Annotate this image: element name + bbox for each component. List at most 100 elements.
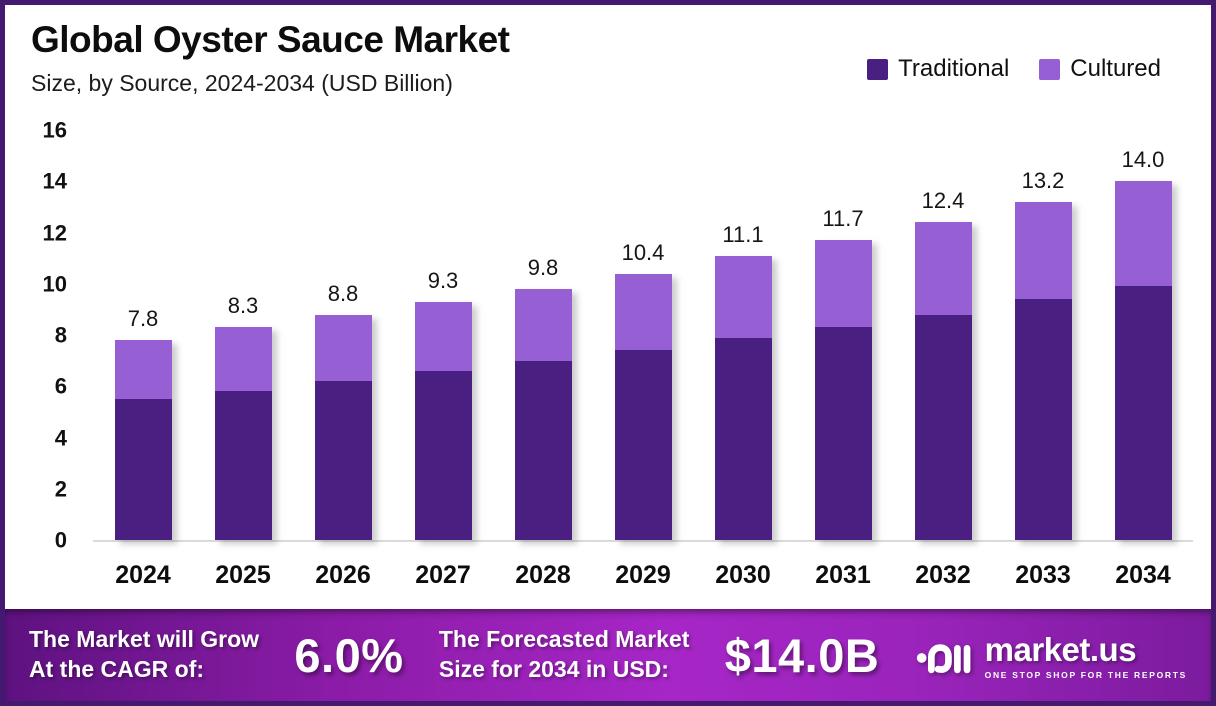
chart-legend: Traditional Cultured — [867, 55, 1161, 83]
forecast-label-line1: The Forecasted Market — [438, 626, 690, 653]
bar-segment-traditional — [214, 391, 272, 540]
market-us-logo: market.us ONE STOP SHOP FOR THE REPORTS — [915, 631, 1187, 680]
bar-total-label: 11.1 — [722, 221, 764, 247]
stacked-bar — [914, 222, 972, 540]
bar-total-label: 13.2 — [1021, 167, 1065, 193]
bar-segment-traditional — [1114, 286, 1172, 540]
x-tick-label: 2025 — [215, 561, 271, 589]
bar-group: 8.3 — [193, 132, 293, 540]
bar-segment-traditional — [414, 370, 472, 540]
legend-label: Cultured — [1070, 55, 1161, 82]
bar-group: 13.2 — [993, 132, 1093, 540]
bar-segment-cultured — [714, 255, 772, 338]
traditional-swatch-icon — [867, 58, 889, 80]
legend-label: Traditional — [898, 55, 1010, 82]
bar-total-label: 8.8 — [327, 280, 359, 306]
y-tick-label: 0 — [54, 527, 67, 553]
x-tick-label: 2033 — [1015, 561, 1071, 589]
y-tick-label: 8 — [54, 322, 67, 348]
x-tick-label: 2024 — [115, 561, 171, 589]
y-tick-label: 4 — [54, 425, 67, 451]
bar-segment-traditional — [814, 327, 872, 540]
logo-tagline: ONE STOP SHOP FOR THE REPORTS — [984, 669, 1187, 680]
bar-group: 14.0 — [1093, 132, 1193, 540]
stacked-bar — [414, 301, 472, 540]
bar-group: 10.4 — [593, 132, 693, 540]
bar-total-label: 9.8 — [527, 254, 559, 280]
bar-total-label: 10.4 — [621, 239, 665, 265]
bar-total-label: 8.3 — [227, 293, 259, 319]
bar-group: 12.4 — [893, 132, 993, 540]
stacked-bar — [114, 340, 172, 540]
bar-total-label: 14.0 — [1121, 147, 1165, 173]
forecast-value: $14.0B — [724, 628, 880, 682]
x-tick-label: 2034 — [1115, 561, 1171, 589]
bottom-banner: The Market will Grow At the CAGR of: 6.0… — [5, 609, 1211, 701]
bar-segment-traditional — [614, 350, 672, 540]
bar-segment-cultured — [114, 340, 172, 400]
stacked-bar — [1114, 181, 1172, 540]
x-tick-label: 2027 — [415, 561, 471, 589]
cagr-label-line2: At the CAGR of: — [29, 656, 205, 682]
chart-subtitle: Size, by Source, 2024-2034 (USD Billion) — [31, 70, 453, 96]
y-tick-label: 16 — [42, 117, 67, 143]
x-axis: 2024 2025 2026 2027 2028 2029 2030 2031 2032 2033… — [93, 561, 1193, 590]
logo-text-block: market.us ONE STOP SHOP FOR THE REPORTS — [985, 631, 1187, 680]
bar-segment-cultured — [514, 288, 572, 361]
bar-segment-traditional — [1014, 299, 1072, 540]
stacked-bar — [214, 327, 272, 540]
bar-group: 7.8 — [93, 132, 193, 540]
forecast-label: The Forecasted Market Size for 2034 in U… — [439, 625, 690, 685]
bar-segment-cultured — [314, 314, 372, 382]
cultured-swatch-icon — [1039, 58, 1061, 80]
bar-segment-traditional — [914, 314, 972, 540]
y-tick-label: 6 — [54, 373, 67, 399]
y-axis: 0 2 4 6 8 10 12 14 16 — [5, 118, 85, 553]
bar-group: 9.3 — [393, 132, 493, 540]
bar-total-label: 7.8 — [127, 306, 159, 332]
stacked-bar — [614, 273, 672, 540]
y-tick-label: 12 — [42, 220, 67, 246]
legend-item-cultured: Cultured — [1039, 55, 1161, 83]
market-us-logo-icon — [916, 644, 971, 674]
bars-container: 7.8 8.3 8.8 9.3 9.8 10.4 11.1 11.7 12.4 13.2 14.0 — [93, 132, 1193, 540]
bar-segment-traditional — [514, 360, 572, 540]
bar-group: 11.1 — [693, 132, 793, 540]
stacked-bar — [514, 288, 572, 540]
stacked-bar — [314, 314, 372, 540]
bar-total-label: 11.7 — [822, 206, 864, 232]
bar-segment-cultured — [914, 222, 972, 315]
stacked-bar — [1014, 201, 1072, 540]
x-tick-label: 2030 — [715, 561, 771, 589]
cagr-label: The Market will Grow At the CAGR of: — [29, 625, 259, 685]
bar-group: 11.7 — [793, 132, 893, 540]
stacked-bar — [714, 255, 772, 540]
bar-group: 8.8 — [293, 132, 393, 540]
bar-segment-traditional — [114, 399, 172, 540]
bar-segment-cultured — [814, 240, 872, 328]
y-tick-label: 10 — [42, 271, 67, 297]
legend-item-traditional: Traditional — [867, 55, 1009, 83]
chart-header: Global Oyster Sauce Market Size, by Sour… — [31, 19, 510, 97]
bar-segment-cultured — [1114, 181, 1172, 287]
bar-segment-cultured — [414, 301, 472, 371]
y-tick-label: 2 — [54, 476, 67, 502]
y-tick-label: 14 — [42, 168, 67, 194]
bar-segment-cultured — [214, 327, 272, 392]
plot-area: 7.8 8.3 8.8 9.3 9.8 10.4 11.1 11.7 12.4 13.2 14.0 — [93, 132, 1193, 542]
forecast-label-line2: Size for 2034 in USD: — [438, 656, 669, 682]
page-title: Global Oyster Sauce Market — [31, 19, 510, 60]
x-tick-label: 2029 — [615, 561, 671, 589]
logo-name: market.us — [984, 630, 1137, 668]
x-tick-label: 2028 — [515, 561, 571, 589]
cagr-label-line1: The Market will Grow — [29, 626, 260, 653]
bar-segment-traditional — [714, 337, 772, 540]
x-tick-label: 2032 — [915, 561, 971, 589]
bar-segment-traditional — [314, 381, 372, 540]
bar-total-label: 12.4 — [921, 188, 965, 214]
cagr-value: 6.0% — [294, 628, 404, 682]
x-tick-label: 2031 — [815, 561, 871, 589]
bar-segment-cultured — [1014, 201, 1072, 300]
stacked-bar — [814, 240, 872, 540]
